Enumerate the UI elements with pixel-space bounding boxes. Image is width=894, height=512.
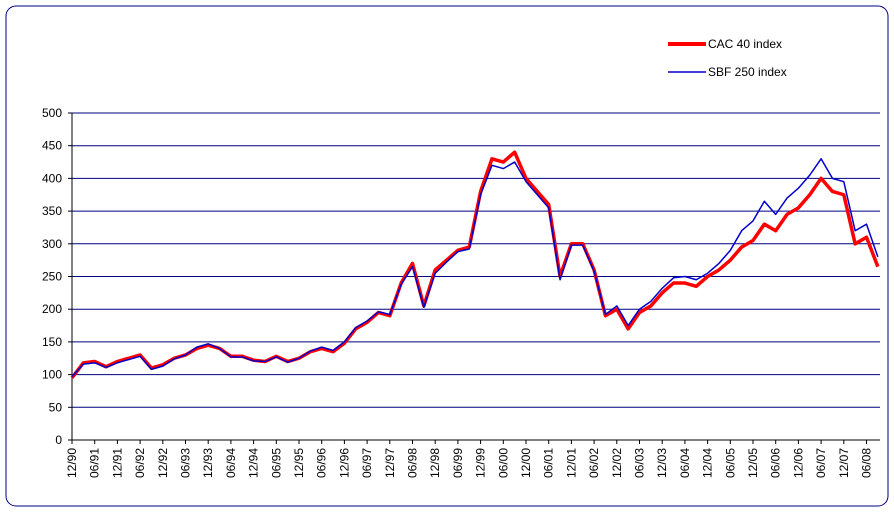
- x-tick-label: 12/04: [701, 448, 715, 478]
- x-tick-label: 06/93: [179, 448, 193, 478]
- x-tick-label: 06/98: [406, 448, 420, 478]
- x-tick-label: 12/90: [65, 448, 79, 478]
- x-tick-label: 06/03: [633, 448, 647, 478]
- y-tick-label: 100: [42, 368, 62, 382]
- x-tick-label: 12/96: [337, 448, 351, 478]
- x-tick-label: 06/06: [769, 448, 783, 478]
- x-tick-label: 06/04: [678, 448, 692, 478]
- x-tick-label: 12/01: [564, 448, 578, 478]
- x-tick-label: 06/02: [587, 448, 601, 478]
- x-tick-label: 12/06: [791, 448, 805, 478]
- x-tick-label: 12/94: [247, 448, 261, 478]
- y-tick-label: 450: [42, 139, 62, 153]
- y-tick-label: 300: [42, 237, 62, 251]
- x-tick-label: 12/02: [610, 448, 624, 478]
- x-tick-label: 12/05: [746, 448, 760, 478]
- y-tick-label: 0: [55, 433, 62, 447]
- y-tick-label: 200: [42, 302, 62, 316]
- x-tick-label: 12/98: [428, 448, 442, 478]
- x-tick-label: 12/97: [383, 448, 397, 478]
- x-tick-label: 06/07: [814, 448, 828, 478]
- x-tick-label: 12/95: [292, 448, 306, 478]
- x-tick-label: 06/99: [451, 448, 465, 478]
- x-tick-label: 06/96: [315, 448, 329, 478]
- x-tick-label: 12/92: [156, 448, 170, 478]
- x-tick-label: 12/93: [201, 448, 215, 478]
- x-tick-label: 12/00: [519, 448, 533, 478]
- series-line: [71, 158, 879, 378]
- x-tick-label: 06/91: [88, 448, 102, 478]
- y-tick-label: 500: [42, 106, 62, 120]
- x-tick-label: 06/92: [133, 448, 147, 478]
- x-tick-label: 06/97: [360, 448, 374, 478]
- y-tick-label: 50: [49, 400, 63, 414]
- legend-label: CAC 40 index: [708, 37, 782, 51]
- legend: CAC 40 index SBF 250 index: [668, 37, 787, 79]
- x-tick-label: 06/08: [860, 448, 874, 478]
- chart-border: [5, 5, 889, 507]
- x-tick-label: 12/07: [837, 448, 851, 478]
- x-tick-label: 12/91: [110, 448, 124, 478]
- x-tick-label: 12/99: [474, 448, 488, 478]
- legend-label: SBF 250 index: [708, 65, 787, 79]
- y-tick-label: 150: [42, 335, 62, 349]
- x-tick-label: 06/95: [269, 448, 283, 478]
- x-tick-label: 06/05: [723, 448, 737, 478]
- y-tick-label: 350: [42, 204, 62, 218]
- x-tick-label: 06/94: [224, 448, 238, 478]
- y-tick-label: 250: [42, 270, 62, 284]
- x-tick-label: 12/03: [655, 448, 669, 478]
- x-tick-label: 06/01: [542, 448, 556, 478]
- x-tick-label: 06/00: [496, 448, 510, 478]
- y-tick-label: 400: [42, 171, 62, 185]
